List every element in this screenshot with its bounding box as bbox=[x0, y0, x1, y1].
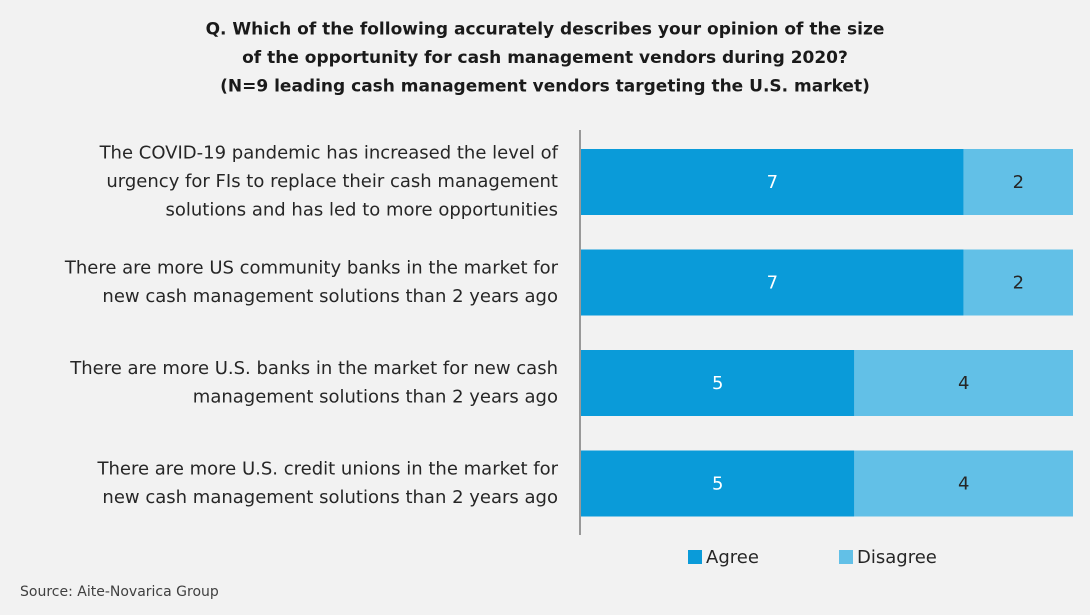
category-label-line: new cash management solutions than 2 yea… bbox=[102, 487, 558, 508]
value-label: 4 bbox=[958, 474, 969, 495]
value-label: 4 bbox=[958, 373, 969, 394]
category-label-line: urgency for FIs to replace their cash ma… bbox=[106, 171, 558, 192]
bar-segment bbox=[581, 450, 855, 517]
bar-segment bbox=[854, 350, 1073, 416]
category-label-line: solutions and has led to more opportunit… bbox=[165, 200, 558, 221]
bar-segment bbox=[581, 350, 855, 416]
category-label-line: There are more U.S. credit unions in the… bbox=[97, 458, 559, 479]
bar-segment bbox=[854, 450, 1073, 517]
chart-title: Q. Which of the following accurately des… bbox=[206, 20, 885, 97]
value-label: 5 bbox=[712, 474, 723, 495]
value-label: 7 bbox=[767, 273, 778, 294]
legend-label: Disagree bbox=[857, 547, 937, 568]
value-label: 2 bbox=[1013, 172, 1024, 193]
category-label: The COVID-19 pandemic has increased the … bbox=[99, 143, 559, 221]
bar-segment bbox=[581, 149, 964, 215]
bar-segment bbox=[581, 249, 964, 316]
category-label-line: management solutions than 2 years ago bbox=[193, 386, 558, 407]
chart-title-line: of the opportunity for cash management v… bbox=[242, 48, 848, 68]
category-label-line: new cash management solutions than 2 yea… bbox=[102, 286, 558, 307]
category-label: There are more US community banks in the… bbox=[64, 257, 559, 307]
category-label-line: The COVID-19 pandemic has increased the … bbox=[99, 143, 559, 164]
legend-swatch bbox=[688, 550, 702, 564]
value-label: 5 bbox=[712, 373, 723, 394]
value-label: 7 bbox=[767, 172, 778, 193]
legend-label: Agree bbox=[706, 547, 759, 568]
category-label: There are more U.S. banks in the market … bbox=[69, 358, 558, 408]
bar-segment bbox=[963, 149, 1073, 215]
chart-title-line: Q. Which of the following accurately des… bbox=[206, 20, 885, 40]
source: Source: Aite-Novarica Group bbox=[20, 584, 219, 600]
category-label: There are more U.S. credit unions in the… bbox=[97, 458, 559, 508]
category-label-line: There are more US community banks in the… bbox=[64, 257, 559, 278]
value-label: 2 bbox=[1013, 273, 1024, 294]
category-label-line: There are more U.S. banks in the market … bbox=[69, 358, 558, 379]
chart-title-line: (N=9 leading cash management vendors tar… bbox=[220, 77, 870, 97]
legend-swatch bbox=[839, 550, 853, 564]
bar-segment bbox=[963, 249, 1073, 316]
